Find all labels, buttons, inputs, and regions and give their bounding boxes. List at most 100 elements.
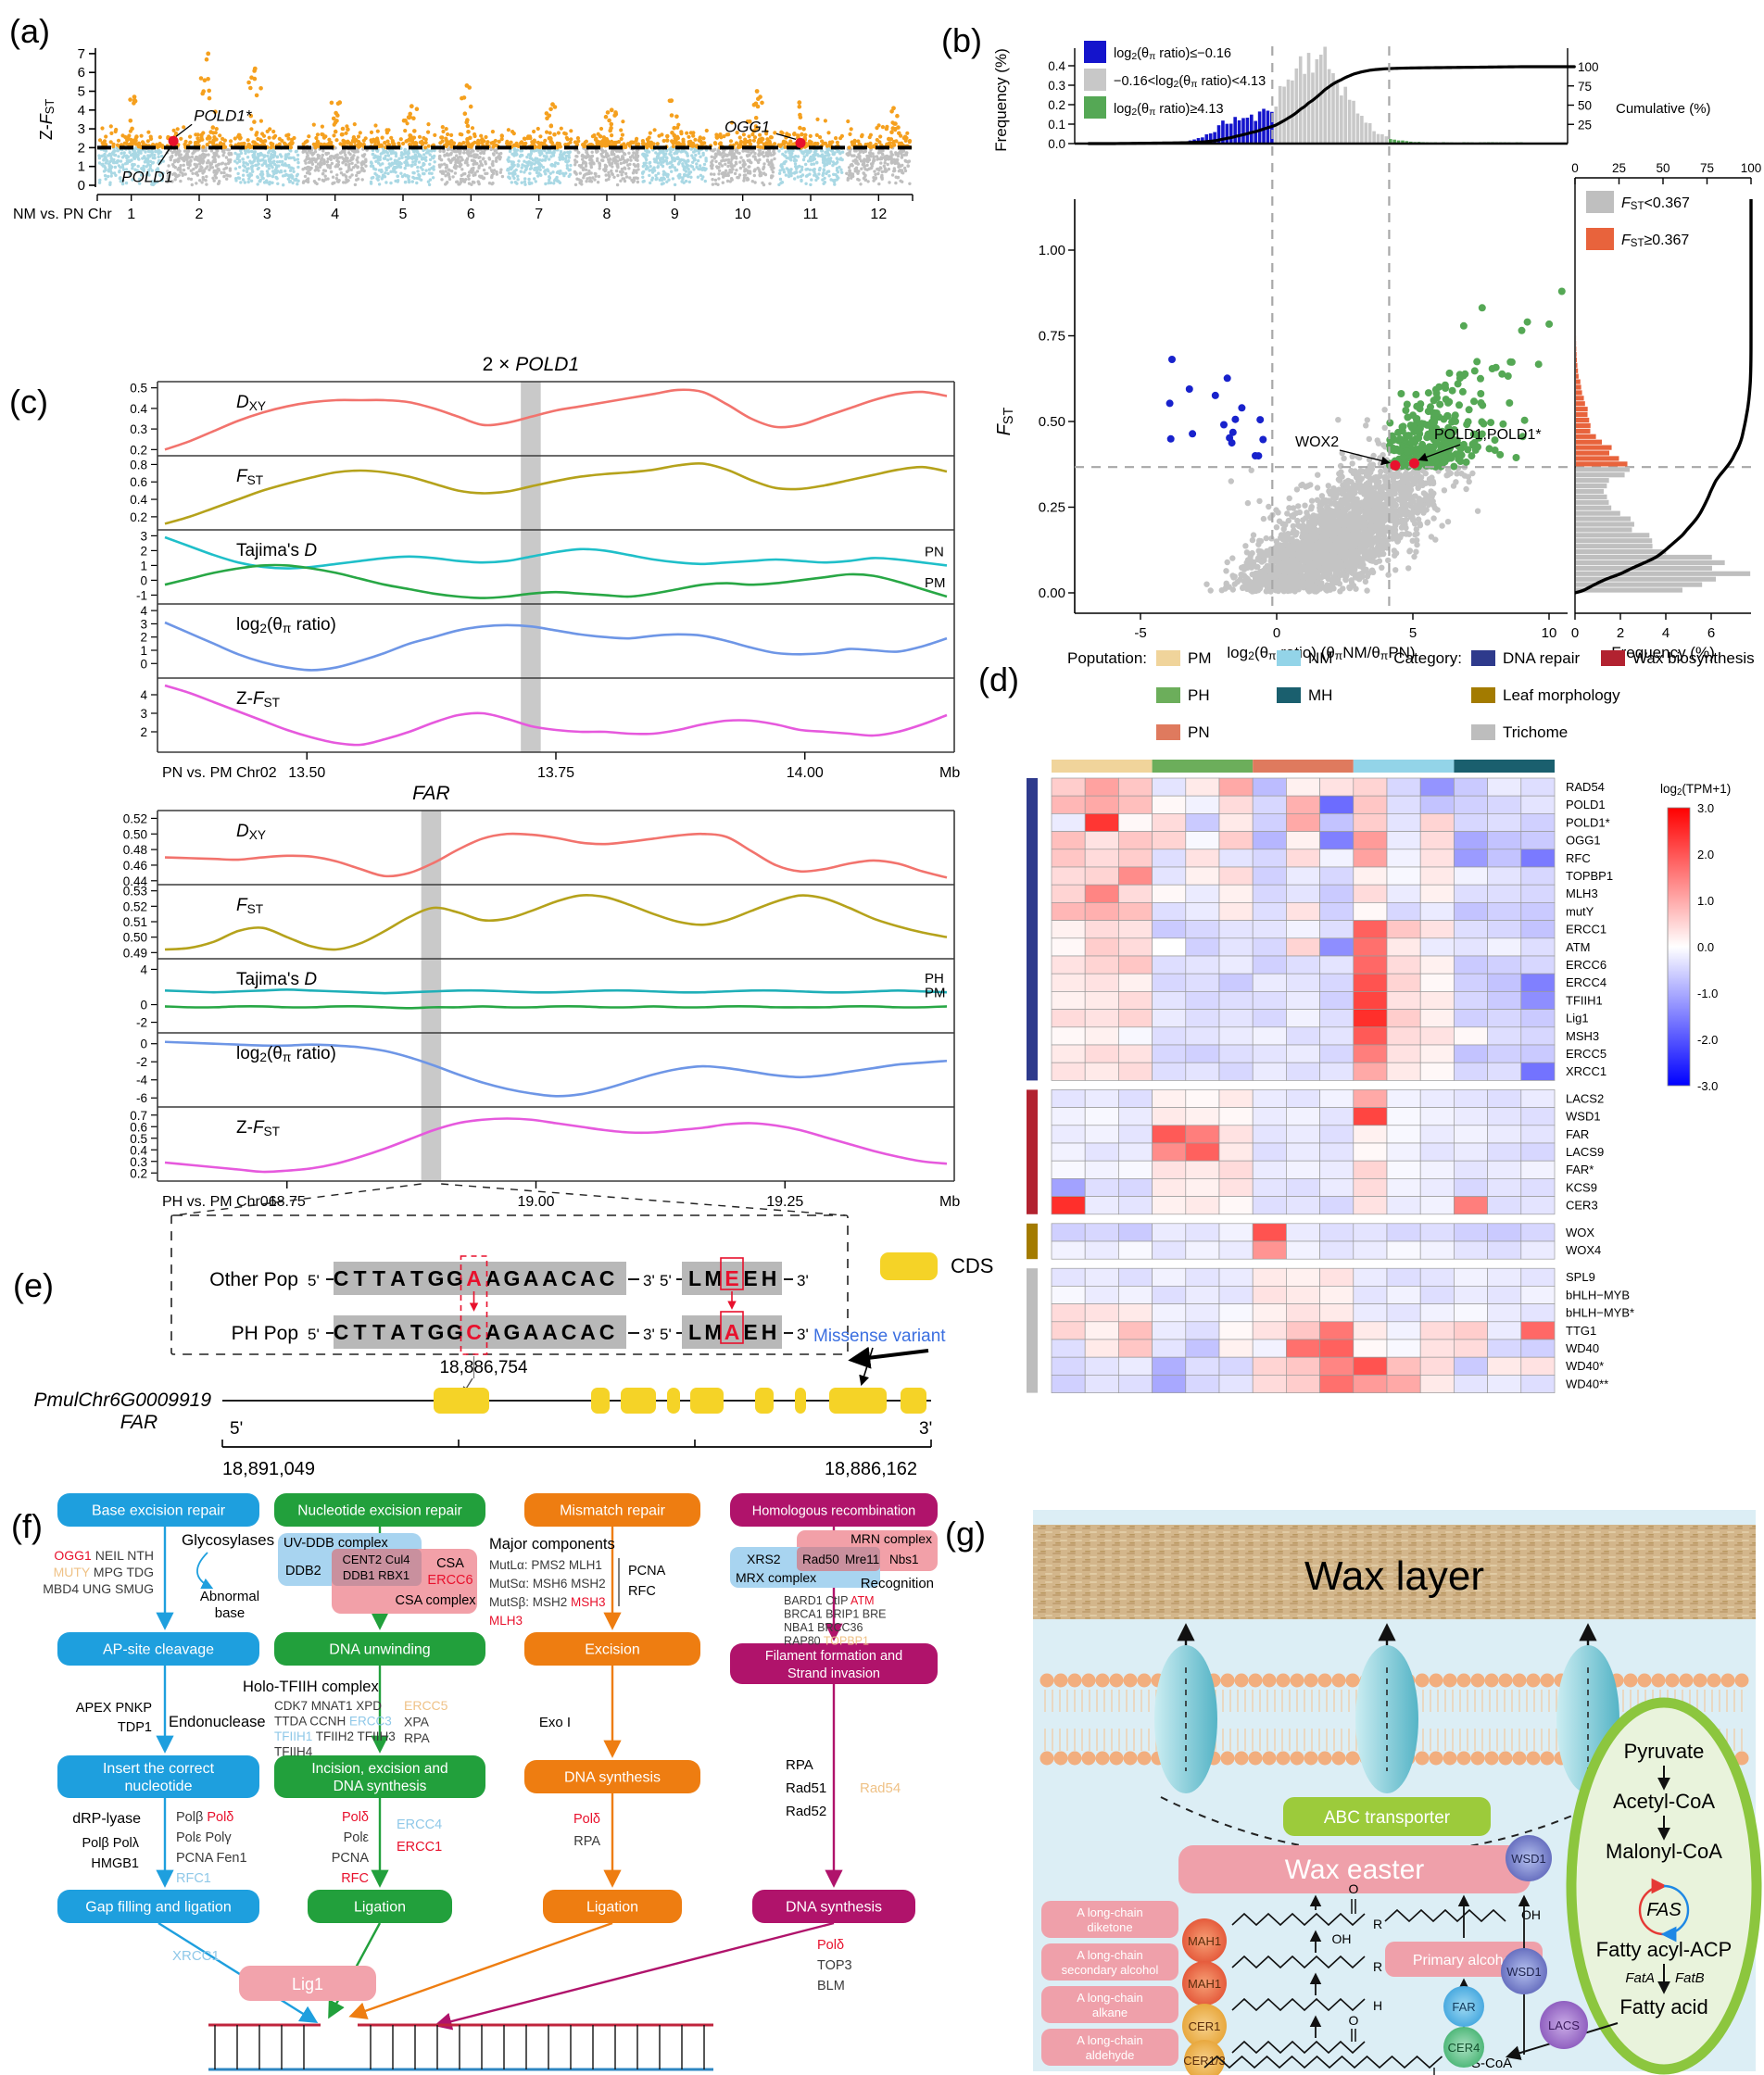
d-cbar-tick: 2.0 xyxy=(1697,848,1714,861)
panel-d-label: (d) xyxy=(978,660,1019,698)
panel-g-label: (g) xyxy=(945,1515,986,1553)
f-abnormal: Abnormal xyxy=(200,1589,259,1604)
c-track-tick: 0.48 xyxy=(123,843,147,857)
g-scoa: S-CoA xyxy=(1471,2056,1512,2071)
e-coord-right: 18,886,162 xyxy=(825,1459,917,1479)
g-oh-primary: OH xyxy=(1521,1907,1541,1922)
c-track-tick: 0.44 xyxy=(123,874,148,888)
e-three: 3' xyxy=(797,1326,809,1343)
c-track-label: DXY xyxy=(236,822,266,842)
f-tfiih-row: TTDA CCNH ERCC3 xyxy=(274,1715,392,1729)
b-ytick: 1.00 xyxy=(1039,243,1065,258)
f-pol-row: Polε Polγ xyxy=(176,1830,232,1845)
e-prot-char: H xyxy=(762,1266,777,1290)
a-chrom-label: 11 xyxy=(803,207,819,222)
g-primary-alcohol: Primary alcohol xyxy=(1413,1953,1515,1968)
g-wsd1: WSD1 xyxy=(1506,1965,1542,1979)
e-cds-label: CDS xyxy=(951,1254,993,1277)
e-dna-char: C xyxy=(561,1320,577,1344)
a-ytick: 6 xyxy=(78,65,85,81)
d-gene-label: WD40* xyxy=(1566,1359,1604,1373)
b-freq-tick: 0.0 xyxy=(1048,137,1065,151)
b-xtick: 0 xyxy=(1273,625,1280,641)
f-csa-complex: CSA complex xyxy=(395,1593,476,1608)
g-wax-layer: Wax layer xyxy=(1304,1553,1484,1599)
panel-f: (f) XRCC1 Base excision repair Nucleotide e… xyxy=(11,1493,938,2071)
a-chrom-label: 4 xyxy=(331,207,339,222)
d-gene-label: bHLH−MYB* xyxy=(1566,1306,1634,1320)
c-track-tick: 0.4 xyxy=(130,493,147,507)
d-gene-label: FAR* xyxy=(1566,1163,1594,1176)
f-tfiih-row: TFIIH1 TFIIH2 TFIIH3 xyxy=(274,1729,396,1743)
a-ytick: 1 xyxy=(78,159,85,175)
e-dna-char: C xyxy=(561,1266,577,1290)
b-fst-legend: FST≥0.367 xyxy=(1621,233,1689,249)
d-gene-label: ERCC6 xyxy=(1566,958,1606,972)
e-prot-char: A xyxy=(724,1320,740,1344)
d-legend-pop: PM xyxy=(1188,649,1212,667)
f-col1-box3: Insert the correct xyxy=(103,1761,215,1777)
panel-b-label: (b) xyxy=(941,21,982,59)
b-ytick: 0.50 xyxy=(1039,414,1065,430)
g-fas: FAS xyxy=(1646,1900,1682,1920)
c-track-label: Z-FST xyxy=(236,1118,281,1138)
e-gene-name: FAR xyxy=(120,1412,158,1433)
g-metabolite: A long-chain xyxy=(1077,1948,1143,1962)
e-dna-char: A xyxy=(542,1266,558,1290)
f-recognition: Recognition xyxy=(861,1576,934,1591)
g-acetylcoa: Acetyl-CoA xyxy=(1613,1790,1715,1813)
panel-a-label: (a) xyxy=(9,12,50,50)
a-ytick: 0 xyxy=(78,178,85,194)
f-ner-right2: ERCC1 xyxy=(397,1840,442,1855)
a-ann-ogg1: OGG1 xyxy=(724,118,770,135)
b-legend-item: log2(θπ ratio)≤−0.16 xyxy=(1114,46,1231,62)
b-legend-item: −0.16<log2(θπ ratio)<4.13 xyxy=(1114,74,1266,90)
d-gene-label: CER3 xyxy=(1566,1199,1598,1213)
c-track-tick: 0.52 xyxy=(123,899,147,913)
b-rxtick: 2 xyxy=(1617,625,1624,641)
d-gene-label: WOX xyxy=(1566,1226,1594,1239)
c-track-tick: 0.49 xyxy=(123,946,147,960)
e-five: 5' xyxy=(308,1326,320,1343)
c-track-tick: 3 xyxy=(140,617,147,631)
b-rxlabel: Frequency (%) xyxy=(1611,644,1714,661)
f-ercc6: ERCC6 xyxy=(427,1573,472,1588)
d-gene-label: SPL9 xyxy=(1566,1270,1595,1284)
e-dna-char: A xyxy=(390,1266,406,1290)
g-metabolite: secondary alcohol xyxy=(1062,1963,1159,1977)
c-track-tick: 0 xyxy=(140,573,147,587)
f-overlap2: DDB1 RBX1 xyxy=(343,1568,410,1582)
f-col2-header: Nucleotide excision repair xyxy=(297,1503,461,1519)
f-hr-row: BRCA1 BRIP1 BRE xyxy=(784,1608,886,1621)
e-dna-char: G xyxy=(504,1266,521,1290)
f-rad50: Rad50 xyxy=(802,1553,839,1566)
e-prot-char: L xyxy=(688,1266,701,1290)
e-dna-char: C xyxy=(599,1266,615,1290)
e-gene-id: PmulChr6G0009919 xyxy=(34,1390,212,1411)
g-lacs: LACS xyxy=(1548,2018,1580,2032)
g-chain-o: O xyxy=(1349,1881,1359,1896)
d-gene-label: ERCC4 xyxy=(1566,975,1606,989)
f-ner-pol: RFC xyxy=(341,1871,369,1886)
f-ner-right2: ERCC4 xyxy=(397,1817,442,1832)
f-drp-row: Polβ Polλ xyxy=(82,1836,139,1851)
f-col3-header: Mismatch repair xyxy=(560,1503,665,1519)
e-dna-char: T xyxy=(410,1266,423,1290)
d-cbar-tick: 0.0 xyxy=(1697,940,1714,954)
f-abnormal: base xyxy=(215,1605,246,1621)
c-track-tick: 0.52 xyxy=(123,811,147,825)
d-gene-label: RFC xyxy=(1566,851,1591,865)
f-col2-box3: DNA synthesis xyxy=(334,1779,427,1794)
e-dna-char: A xyxy=(485,1320,501,1344)
a-ytick: 2 xyxy=(78,140,85,156)
e-prot-char: H xyxy=(762,1320,777,1344)
b-cum-tick: 50 xyxy=(1578,99,1592,113)
g-pyruvate: Pyruvate xyxy=(1624,1740,1705,1763)
c-xtick: 13.75 xyxy=(537,765,574,781)
g-chain-r2: R xyxy=(1373,1959,1382,1974)
g-enzyme: MAH1 xyxy=(1188,1977,1221,1991)
f-col1-box2: AP-site cleavage xyxy=(103,1642,214,1658)
b-ylabel: FST xyxy=(994,407,1016,435)
e-five: 5' xyxy=(660,1272,672,1289)
